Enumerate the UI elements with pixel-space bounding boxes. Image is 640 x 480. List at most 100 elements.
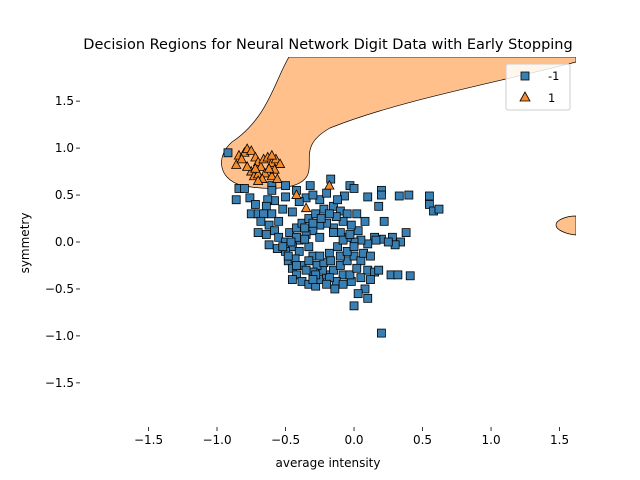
data-point-pos1 [300,202,312,213]
data-point-neg1 [322,188,332,198]
data-point-pos1 [230,159,242,169]
data-point-neg1 [330,284,340,294]
data-point-neg1 [300,234,310,244]
data-point-neg1 [349,242,359,252]
legend-label-neg1: -1 [548,69,559,83]
data-point-neg1 [383,237,393,247]
data-point-neg1 [349,301,359,311]
data-point-pos1 [266,149,278,160]
data-point-neg1 [329,228,338,238]
data-point-neg1 [319,204,329,214]
y-tick-label: 1.0 [55,141,74,155]
data-point-neg1 [345,270,355,280]
data-point-neg1 [311,209,321,219]
data-point-neg1 [245,193,255,203]
data-point-neg1 [283,251,293,261]
data-point-neg1 [304,242,314,252]
y-axis: −1.5 −1.0 −0.5 0.0 0.5 1.0 1.5 [45,94,80,390]
data-point-pos1 [250,162,261,173]
data-point-neg1 [256,216,266,226]
data-point-pos1 [263,162,275,173]
data-point-neg1 [253,228,263,238]
y-tick-label: 1.5 [55,94,74,108]
data-point-neg1 [333,242,342,252]
data-point-neg1 [377,190,386,200]
data-point-neg1 [349,184,359,193]
legend-triangle-marker [519,91,531,102]
data-point-pos1 [274,158,286,168]
legend-label-pos1: 1 [548,91,555,105]
data-point-pos1 [236,153,247,164]
data-point-neg1 [342,209,352,219]
data-point-neg1 [281,181,290,191]
data-point-neg1 [424,191,434,201]
data-point-pos1 [245,145,257,155]
data-point-neg1 [308,218,318,228]
data-point-neg1 [278,204,288,214]
data-point-neg1 [363,192,373,202]
data-point-neg1 [366,275,375,284]
data-point-neg1 [342,246,352,256]
data-point-neg1 [353,226,363,236]
data-point-neg1 [231,195,241,205]
x-tick-label: −0.5 [271,433,300,447]
data-point-neg1 [304,256,314,266]
data-point-neg1 [379,216,389,226]
legend-square-marker [520,71,530,81]
x-tick-label: 0.5 [413,433,432,447]
data-point-neg1 [333,195,342,205]
y-tick-label: 0.0 [55,235,74,249]
class-1-region-upper [221,57,576,189]
data-point-neg1 [316,214,326,223]
chart-title: Decision Regions for Neural Network Digi… [83,37,572,53]
data-point-neg1 [322,279,332,289]
data-point-neg1 [374,201,384,211]
data-point-neg1 [335,261,345,270]
data-point-neg1 [287,207,297,217]
data-point-neg1 [366,251,375,261]
data-point-pos1 [272,173,283,183]
data-point-neg1 [292,232,301,242]
data-point-neg1 [352,263,362,273]
data-point-neg1 [308,275,318,284]
data-point-neg1 [315,232,325,242]
data-point-neg1 [261,201,271,211]
data-point-neg1 [393,270,403,280]
data-point-neg1 [267,209,277,219]
data-point-neg1 [356,273,366,283]
data-point-neg1 [356,256,366,266]
data-point-neg1 [338,279,348,289]
data-point-neg1 [324,248,334,258]
data-point-neg1 [371,235,381,245]
data-point-neg1 [405,271,415,281]
data-point-neg1 [338,235,348,245]
data-point-neg1 [274,216,284,226]
legend-frame [505,63,571,111]
data-point-neg1 [250,200,260,209]
data-point-neg1 [342,256,352,266]
data-point-neg1 [326,174,336,184]
data-point-neg1 [377,328,386,338]
data-point-neg1 [360,216,370,226]
data-point-neg1 [259,209,269,219]
data-points [223,143,444,338]
data-point-neg1 [353,289,363,299]
data-point-neg1 [274,232,284,242]
data-point-neg1 [394,191,404,201]
data-point-neg1 [349,251,359,261]
data-point-neg1 [360,284,370,294]
data-point-neg1 [261,230,271,239]
data-point-neg1 [404,190,414,200]
data-point-pos1 [266,170,278,181]
class-1-region-right [555,215,576,236]
data-point-pos1 [255,161,267,171]
y-tick-label: 0.5 [55,188,74,202]
data-point-neg1 [326,256,336,266]
data-point-neg1 [363,293,373,303]
data-point-neg1 [434,204,444,214]
data-point-neg1 [401,228,411,238]
x-tick-label: −1.5 [134,433,163,447]
data-point-neg1 [286,237,296,247]
x-axis-label: average intensity [276,456,381,470]
